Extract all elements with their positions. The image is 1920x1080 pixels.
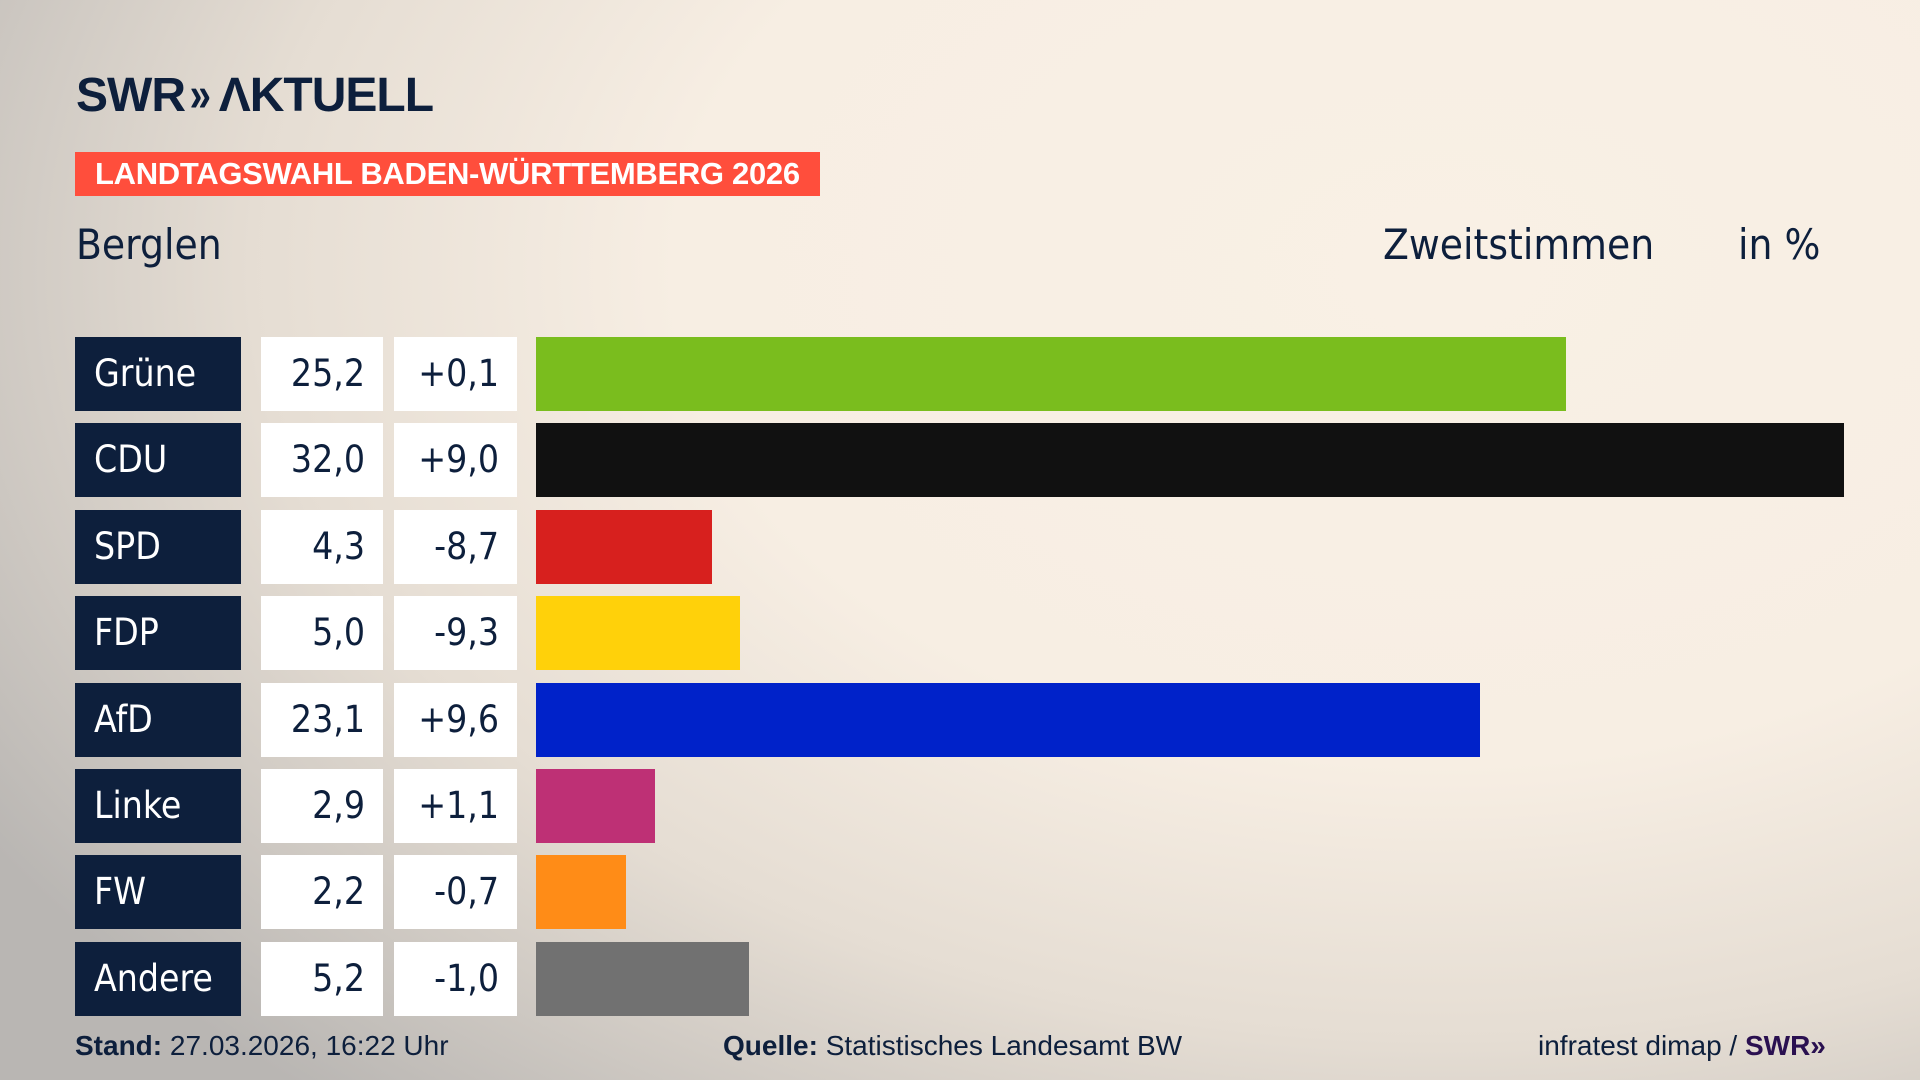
value-label: 5,0 [261,596,383,671]
credit-text: infratest dimap / [1538,1030,1738,1061]
stand-value: 27.03.2026, 16:22 Uhr [169,1030,449,1061]
source: Quelle: Statistisches Landesamt BW [723,1030,1182,1062]
diff-label: +0,1 [394,337,517,411]
party-label: Grüne [75,337,241,411]
party-label: FDP [75,596,241,671]
value-label: 5,2 [261,941,383,1016]
party-label: SPD [75,509,241,584]
party-label: Andere [75,941,241,1016]
value-label: 32,0 [261,423,383,498]
party-row: Andere 5,2 -1,0 [0,941,1920,1016]
value-label: 23,1 [261,682,383,757]
party-label: Linke [75,769,241,843]
chevrons-icon: » [189,69,211,122]
party-row: FW 2,2 -0,7 [0,855,1920,930]
swr-logo: SWR» [1744,1030,1826,1061]
unit-label: in % [1738,220,1821,269]
swr-aktuell-logo: SWR» ΛKTUELL [76,69,434,122]
party-row: Linke 2,9 +1,1 [0,769,1920,843]
diff-label: +9,0 [394,423,517,498]
bar [536,423,1844,498]
diff-label: -1,0 [394,941,517,1016]
value-label: 2,2 [261,855,383,930]
bar [536,509,712,584]
bar [536,769,655,843]
election-banner: LANDTAGSWAHL BADEN-WÜRTTEMBERG 2026 [75,152,820,196]
value-label: 4,3 [261,509,383,584]
bar [536,855,626,930]
party-row: SPD 4,3 -8,7 [0,509,1920,584]
credit: infratest dimap / SWR» [1538,1030,1826,1062]
party-label: FW [75,855,241,930]
party-label: AfD [75,682,241,757]
diff-label: +9,6 [394,682,517,757]
party-row: FDP 5,0 -9,3 [0,596,1920,671]
party-row: Grüne 25,2 +0,1 [0,337,1920,411]
diff-label: -8,7 [394,509,517,584]
party-row: AfD 23,1 +9,6 [0,682,1920,757]
value-label: 25,2 [261,337,383,411]
vote-type-label: Zweitstimmen [1383,220,1655,269]
party-label: CDU [75,423,241,498]
source-label: Quelle: [723,1030,818,1061]
timestamp: Stand: 27.03.2026, 16:22 Uhr [75,1030,449,1062]
diff-label: -0,7 [394,855,517,930]
bar [536,337,1567,411]
source-value: Statistisches Landesamt BW [825,1030,1183,1061]
value-label: 2,9 [261,769,383,843]
diff-label: -9,3 [394,596,517,671]
party-row: CDU 32,0 +9,0 [0,423,1920,498]
place-title: Berglen [76,220,222,269]
bar [536,682,1481,757]
bar [536,941,749,1016]
stand-label: Stand: [75,1030,163,1061]
bar [536,596,741,671]
diff-label: +1,1 [394,769,517,843]
